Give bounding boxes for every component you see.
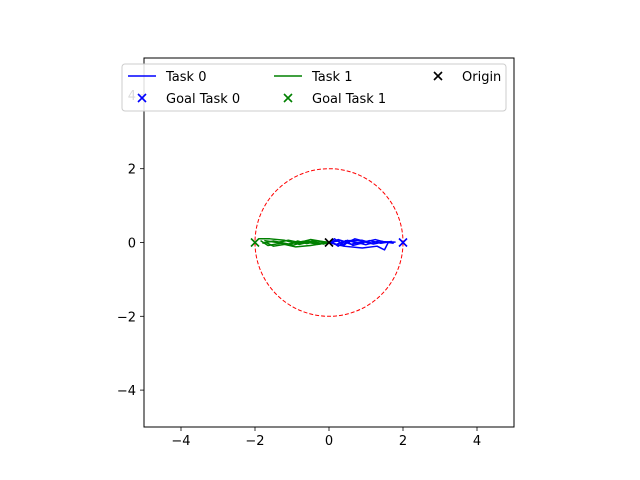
legend-label: Task 0 bbox=[165, 70, 206, 85]
legend-item-goal-task-1: Goal Task 1 bbox=[283, 92, 386, 107]
legend-label: Goal Task 0 bbox=[166, 92, 240, 107]
y-tick-label: 0 bbox=[128, 237, 136, 252]
y-tick-label: −2 bbox=[117, 310, 136, 325]
legend-item-origin: Origin bbox=[433, 70, 501, 85]
x-tick-label: −2 bbox=[245, 434, 264, 449]
x-tick-label: 0 bbox=[325, 434, 333, 449]
trajectory-task-0-6 bbox=[332, 239, 365, 247]
legend-label: Goal Task 1 bbox=[312, 92, 386, 107]
trajectory-task-1-4 bbox=[260, 239, 330, 247]
y-tick-label: −4 bbox=[117, 384, 136, 399]
marker-origin bbox=[324, 237, 334, 248]
legend-swatch bbox=[137, 93, 147, 103]
legend-label: Origin bbox=[462, 70, 501, 85]
legend-swatch bbox=[433, 71, 443, 81]
trajectory-task-0-4 bbox=[328, 240, 394, 247]
marker-goal-task-1 bbox=[250, 237, 260, 248]
trajectory-task-1-2 bbox=[265, 241, 330, 248]
plot-frame bbox=[143, 57, 515, 428]
x-tick-label: −4 bbox=[171, 434, 190, 449]
legend-box bbox=[121, 63, 507, 112]
legend-label: Task 1 bbox=[311, 70, 352, 85]
trajectory-task-1-5 bbox=[291, 240, 330, 245]
x-tick-label: 2 bbox=[399, 434, 407, 449]
marker-goal-task-0 bbox=[398, 237, 408, 248]
y-tick-label: 2 bbox=[128, 163, 136, 178]
trajectory-task-0-5 bbox=[328, 238, 374, 247]
legend-item-task-1: Task 1 bbox=[274, 70, 352, 85]
x-tick-label: 4 bbox=[473, 434, 481, 449]
legend-item-task-0: Task 0 bbox=[128, 70, 206, 85]
legend-swatch bbox=[283, 93, 293, 103]
legend-item-goal-task-0: Goal Task 0 bbox=[137, 92, 240, 107]
trajectory-task-0-3 bbox=[328, 238, 387, 244]
